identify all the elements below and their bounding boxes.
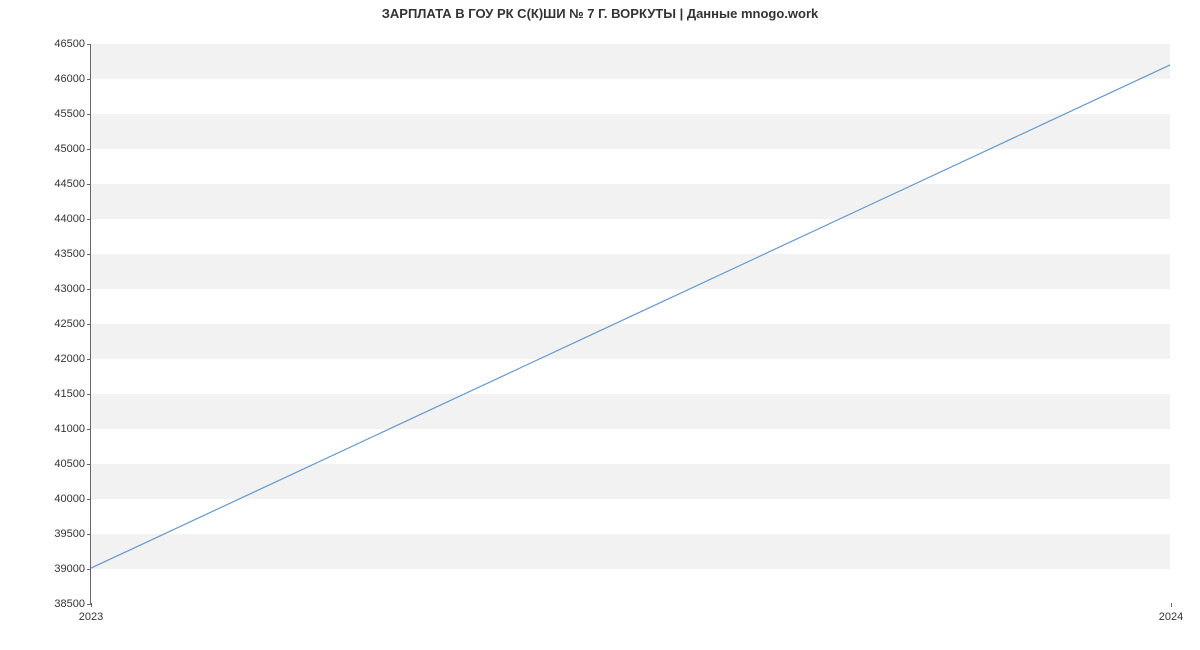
x-tick-mark — [1171, 603, 1172, 607]
y-tick-mark — [87, 149, 91, 150]
y-tick-label: 45500 — [54, 108, 85, 120]
y-tick-label: 46000 — [54, 73, 85, 85]
y-tick-label: 43000 — [54, 283, 85, 295]
y-tick-mark — [87, 219, 91, 220]
y-tick-mark — [87, 394, 91, 395]
y-tick-mark — [87, 359, 91, 360]
y-tick-mark — [87, 114, 91, 115]
y-tick-mark — [87, 499, 91, 500]
y-tick-label: 40500 — [54, 458, 85, 470]
y-tick-mark — [87, 79, 91, 80]
y-tick-mark — [87, 569, 91, 570]
plot-area: 3850039000395004000040500410004150042000… — [90, 44, 1170, 604]
y-tick-mark — [87, 534, 91, 535]
y-tick-label: 38500 — [54, 598, 85, 610]
y-tick-mark — [87, 464, 91, 465]
y-tick-mark — [87, 289, 91, 290]
y-tick-label: 40000 — [54, 493, 85, 505]
x-tick-label: 2023 — [79, 611, 103, 623]
y-tick-label: 39000 — [54, 563, 85, 575]
y-tick-mark — [87, 324, 91, 325]
salary-line-chart: ЗАРПЛАТА В ГОУ РК С(К)ШИ № 7 Г. ВОРКУТЫ … — [0, 0, 1200, 650]
y-tick-label: 43500 — [54, 248, 85, 260]
y-tick-label: 41000 — [54, 423, 85, 435]
y-tick-mark — [87, 44, 91, 45]
y-tick-label: 44500 — [54, 178, 85, 190]
y-tick-mark — [87, 254, 91, 255]
chart-title: ЗАРПЛАТА В ГОУ РК С(К)ШИ № 7 Г. ВОРКУТЫ … — [0, 6, 1200, 21]
y-tick-label: 39500 — [54, 528, 85, 540]
x-tick-label: 2024 — [1159, 611, 1183, 623]
y-tick-label: 42500 — [54, 318, 85, 330]
y-tick-label: 45000 — [54, 143, 85, 155]
y-tick-label: 44000 — [54, 213, 85, 225]
y-tick-label: 41500 — [54, 388, 85, 400]
y-tick-label: 42000 — [54, 353, 85, 365]
line-layer — [91, 44, 1170, 603]
y-tick-mark — [87, 429, 91, 430]
x-tick-mark — [91, 603, 92, 607]
y-tick-label: 46500 — [54, 38, 85, 50]
series-line-salary — [91, 65, 1170, 568]
y-tick-mark — [87, 184, 91, 185]
